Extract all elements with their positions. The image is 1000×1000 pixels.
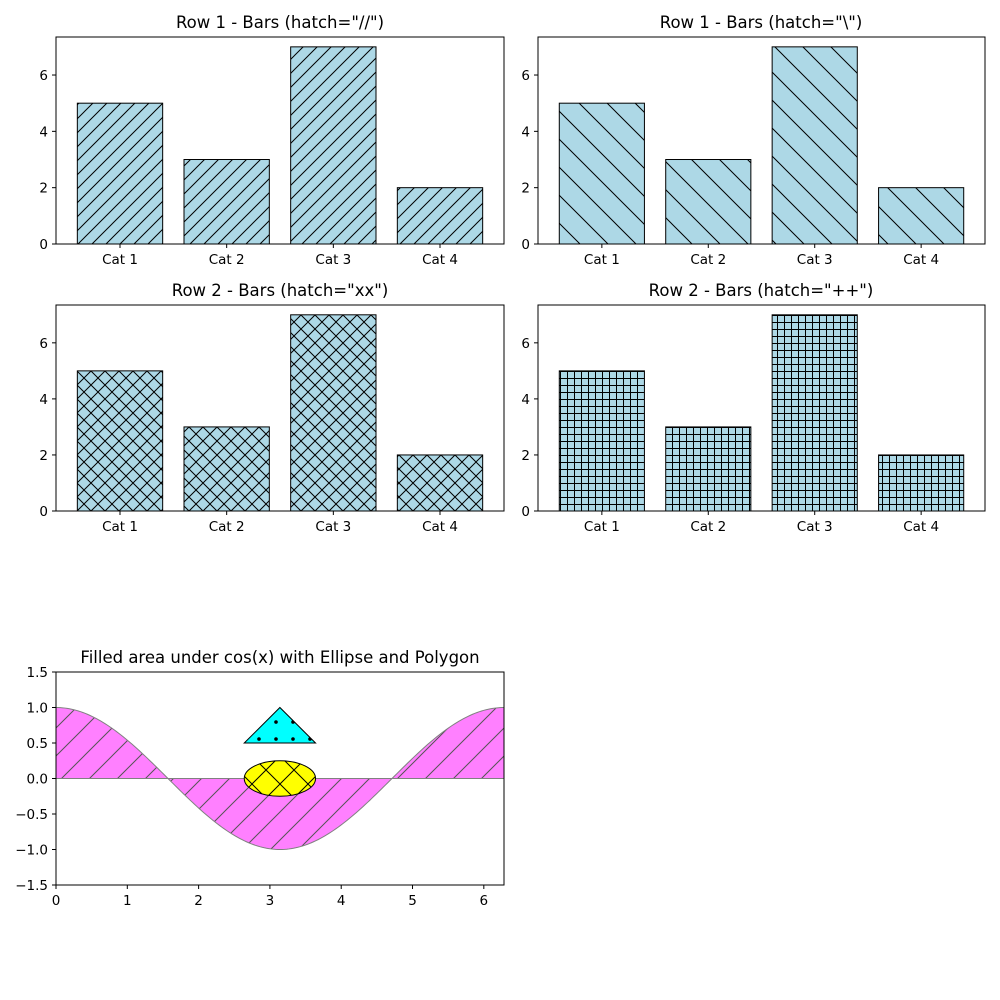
y-tick-label: −1.0 xyxy=(15,843,48,859)
y-tick-label: 4 xyxy=(39,124,48,140)
bar xyxy=(76,102,164,245)
y-tick-label: 6 xyxy=(521,68,530,84)
bars-layer xyxy=(558,314,965,512)
y-axis: −1.5 −1.0 −0.5 0.0 0.5 1.0 1.5 xyxy=(15,665,56,894)
x-tick-label: Cat 2 xyxy=(690,252,726,268)
x-tick-label: 4 xyxy=(337,893,346,909)
x-tick-label: Cat 2 xyxy=(209,519,245,535)
y-tick-label: 0.5 xyxy=(27,736,48,752)
y-tick-label: 0 xyxy=(39,237,48,253)
x-tick-label: 0 xyxy=(52,893,61,909)
x-tick-label: Cat 2 xyxy=(690,519,726,535)
axes-frame xyxy=(537,304,986,512)
axes-frame xyxy=(55,304,505,512)
x-tick-label: Cat 3 xyxy=(797,252,833,268)
y-axis: 0 2 4 6 xyxy=(521,68,538,253)
bars-layer xyxy=(76,314,484,512)
bar xyxy=(183,426,270,512)
axes-frame xyxy=(537,36,986,245)
bar xyxy=(771,314,858,512)
subplot-bars-backslash: Row 1 - Bars (hatch="\") 0 2 4 6 Cat 1 Cat 2… xyxy=(521,13,986,268)
x-tick-label: Cat 3 xyxy=(797,519,833,535)
y-tick-label: 6 xyxy=(521,336,530,352)
y-tick-label: 6 xyxy=(39,68,48,84)
bar xyxy=(771,46,858,245)
bars-layer xyxy=(76,46,484,245)
bar xyxy=(290,314,377,512)
x-axis: 0 1 2 3 4 5 6 xyxy=(52,885,488,909)
x-tick-label: Cat 3 xyxy=(315,519,351,535)
bar xyxy=(878,187,965,245)
chart-title: Row 1 - Bars (hatch="\") xyxy=(660,13,863,32)
bars-layer xyxy=(558,46,965,245)
x-tick-label: 3 xyxy=(266,893,275,909)
bar xyxy=(558,102,645,245)
x-tick-label: 5 xyxy=(408,893,417,909)
bar xyxy=(396,187,484,245)
axes-frame xyxy=(55,36,505,245)
chart-title: Row 2 - Bars (hatch="++") xyxy=(649,281,874,300)
area-layer xyxy=(55,706,505,851)
bar xyxy=(76,370,164,512)
bar xyxy=(183,159,270,245)
x-axis: Cat 1 Cat 2 Cat 3 Cat 4 xyxy=(102,511,458,535)
y-tick-label: 0 xyxy=(521,504,530,520)
bar xyxy=(396,454,484,512)
x-axis: Cat 1 Cat 2 Cat 3 Cat 4 xyxy=(584,244,939,268)
y-tick-label: 2 xyxy=(39,448,48,464)
y-tick-label: 2 xyxy=(39,181,48,197)
x-tick-label: 1 xyxy=(123,893,132,909)
y-tick-label: −0.5 xyxy=(15,807,48,823)
x-tick-label: Cat 1 xyxy=(584,519,620,535)
y-tick-label: 0 xyxy=(39,504,48,520)
x-axis: Cat 1 Cat 2 Cat 3 Cat 4 xyxy=(584,511,939,535)
y-tick-label: 4 xyxy=(521,124,530,140)
bar xyxy=(665,426,752,512)
y-axis: 0 2 4 6 xyxy=(39,336,56,520)
y-tick-label: 6 xyxy=(39,336,48,352)
chart-title: Filled area under cos(x) with Ellipse an… xyxy=(80,648,479,667)
x-tick-label: Cat 4 xyxy=(422,519,458,535)
bar xyxy=(665,159,752,245)
x-tick-label: 2 xyxy=(194,893,203,909)
x-tick-label: Cat 2 xyxy=(209,252,245,268)
x-tick-label: Cat 4 xyxy=(422,252,458,268)
chart-title: Row 2 - Bars (hatch="xx") xyxy=(172,281,389,300)
y-tick-label: 4 xyxy=(39,392,48,408)
x-tick-label: Cat 1 xyxy=(584,252,620,268)
y-tick-label: 0 xyxy=(521,237,530,253)
ellipse-patch xyxy=(243,760,317,797)
x-tick-label: Cat 1 xyxy=(102,519,138,535)
x-tick-label: Cat 1 xyxy=(102,252,138,268)
y-tick-label: 0.0 xyxy=(27,772,48,788)
y-axis: 0 2 4 6 xyxy=(521,336,538,520)
x-axis: Cat 1 Cat 2 Cat 3 Cat 4 xyxy=(102,244,458,268)
triangle-polygon xyxy=(243,706,317,744)
y-tick-label: 1.0 xyxy=(27,701,48,717)
y-tick-label: 2 xyxy=(521,448,530,464)
y-tick-label: 1.5 xyxy=(27,665,48,681)
x-tick-label: 6 xyxy=(480,893,489,909)
y-tick-label: −1.5 xyxy=(15,878,48,894)
y-tick-label: 4 xyxy=(521,392,530,408)
y-axis: 0 2 4 6 xyxy=(39,68,56,253)
subplot-cos-area: Filled area under cos(x) with Ellipse an… xyxy=(15,648,505,909)
x-tick-label: Cat 4 xyxy=(903,252,939,268)
y-tick-label: 2 xyxy=(521,181,530,197)
chart-title: Row 1 - Bars (hatch="//") xyxy=(176,13,384,32)
bar xyxy=(290,46,377,245)
bar xyxy=(558,370,645,512)
x-tick-label: Cat 3 xyxy=(315,252,351,268)
bar xyxy=(878,454,965,512)
x-tick-label: Cat 4 xyxy=(903,519,939,535)
